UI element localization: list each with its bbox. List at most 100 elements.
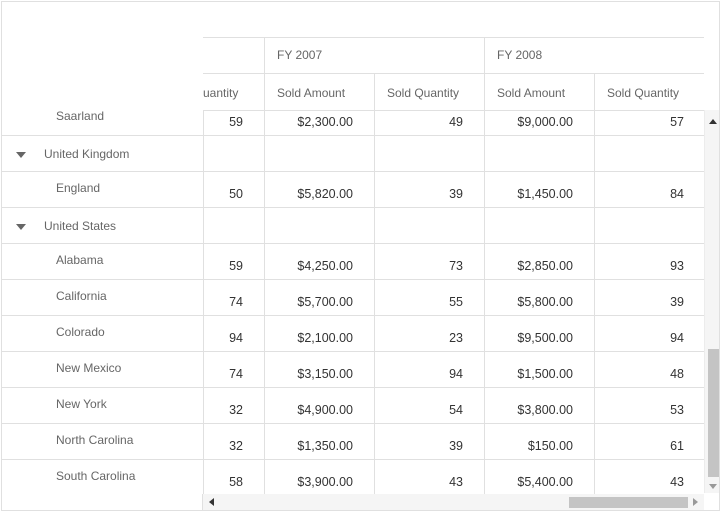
value-cell[interactable]: 43 — [670, 475, 684, 489]
column-header-fy2006-cell — [203, 38, 265, 74]
value-cell[interactable]: 50 — [203, 172, 265, 207]
row-label: North Carolina — [56, 433, 134, 447]
table-row: 59 $2,300.00 49 $9,000.00 57 — [203, 110, 704, 136]
table-row: 74 $3,150.00 94 $1,500.00 48 — [203, 352, 704, 388]
measure-header-quantity-partial[interactable]: uantity — [203, 74, 265, 110]
row-member[interactable]: New York — [2, 388, 203, 424]
scroll-down-arrow-icon[interactable] — [709, 484, 717, 489]
row-label: United States — [44, 219, 117, 233]
horizontal-scroll-thumb[interactable] — [569, 497, 688, 508]
value-cell[interactable] — [595, 208, 704, 243]
value-cell[interactable]: $3,800.00 — [485, 388, 595, 423]
value-cell[interactable]: 39 — [670, 295, 684, 309]
row-group-header[interactable]: United Kingdom — [2, 136, 203, 172]
horizontal-scrollbar[interactable] — [203, 494, 704, 510]
footer-spacer — [2, 494, 203, 510]
vertical-scroll-thumb[interactable] — [708, 349, 719, 477]
value-cell[interactable] — [375, 208, 485, 243]
value-cell[interactable]: 84 — [670, 187, 684, 201]
value-cell[interactable] — [485, 136, 595, 171]
row-label: United Kingdom — [44, 147, 130, 161]
value-cell[interactable] — [265, 136, 375, 171]
value-cell[interactable]: 53 — [670, 403, 684, 417]
value-cell[interactable] — [375, 136, 485, 171]
value-cell[interactable]: $5,800.00 — [485, 280, 595, 315]
value-cell[interactable] — [485, 208, 595, 243]
value-cell[interactable]: $2,300.00 — [265, 110, 375, 135]
value-cell[interactable]: 94 — [375, 352, 485, 387]
value-cell[interactable]: $3,150.00 — [265, 352, 375, 387]
value-cell[interactable]: 57 — [670, 115, 684, 129]
row-label: Alabama — [56, 253, 104, 267]
row-member[interactable]: New Mexico — [2, 352, 203, 388]
value-cell[interactable]: $150.00 — [485, 424, 595, 459]
caret-down-icon[interactable] — [16, 224, 26, 230]
value-cell[interactable]: 39 — [375, 172, 485, 207]
value-cell[interactable]: $5,700.00 — [265, 280, 375, 315]
value-cell[interactable]: $4,900.00 — [265, 388, 375, 423]
row-member[interactable]: South Carolina — [2, 460, 203, 494]
column-header-fy2007[interactable]: FY 2007 — [265, 38, 485, 74]
vertical-scrollbar[interactable] — [704, 110, 719, 493]
scroll-left-arrow-icon[interactable] — [209, 498, 214, 506]
value-cell[interactable]: 55 — [375, 280, 485, 315]
measure-header-sold-amount[interactable]: Sold Amount — [485, 74, 595, 110]
value-cell[interactable]: 94 — [670, 331, 684, 345]
column-header-top-row — [203, 2, 704, 38]
value-cell[interactable]: $9,000.00 — [485, 110, 595, 135]
table-row: 58 $3,900.00 43 $5,400.00 43 — [203, 460, 704, 494]
row-member[interactable]: California — [2, 280, 203, 316]
value-cell[interactable]: 43 — [375, 460, 485, 494]
row-member[interactable]: Colorado — [2, 316, 203, 352]
row-group-header[interactable]: United States — [2, 208, 203, 244]
values-area: 59 $2,300.00 49 $9,000.00 57 50 $5,820.00 39 $1,… — [203, 110, 704, 494]
value-cell[interactable]: $2,100.00 — [265, 316, 375, 351]
value-cell[interactable] — [203, 136, 265, 171]
column-header-fy2008[interactable]: FY 2008 — [485, 38, 704, 74]
value-cell[interactable] — [265, 208, 375, 243]
value-cell[interactable]: $1,450.00 — [485, 172, 595, 207]
value-cell[interactable]: 48 — [670, 367, 684, 381]
row-member[interactable]: England — [2, 172, 203, 208]
table-row — [203, 136, 704, 172]
value-cell[interactable]: 94 — [203, 316, 265, 351]
scroll-right-arrow-icon[interactable] — [693, 498, 698, 506]
table-row: 74 $5,700.00 55 $5,800.00 39 — [203, 280, 704, 316]
value-cell[interactable]: $5,820.00 — [265, 172, 375, 207]
value-cell[interactable]: 74 — [203, 352, 265, 387]
value-cell[interactable]: $3,900.00 — [265, 460, 375, 494]
value-cell[interactable]: 93 — [670, 259, 684, 273]
measure-header-sold-amount[interactable]: Sold Amount — [265, 74, 375, 110]
caret-down-icon[interactable] — [16, 152, 26, 158]
table-row: 32 $4,900.00 54 $3,800.00 53 — [203, 388, 704, 424]
value-cell[interactable]: 32 — [203, 424, 265, 459]
value-cell[interactable]: $5,400.00 — [485, 460, 595, 494]
value-cell[interactable]: 58 — [203, 460, 265, 494]
value-cell[interactable]: 59 — [203, 110, 265, 135]
value-cell[interactable] — [595, 136, 704, 171]
scroll-up-arrow-icon[interactable] — [709, 119, 717, 124]
value-cell[interactable]: 49 — [375, 110, 485, 135]
row-header-corner — [2, 2, 204, 111]
measure-header-sold-quantity[interactable]: Sold Quantity — [375, 74, 485, 110]
row-member[interactable]: North Carolina — [2, 424, 203, 460]
value-cell[interactable]: 23 — [375, 316, 485, 351]
value-cell[interactable]: 59 — [203, 244, 265, 279]
table-row: 94 $2,100.00 23 $9,500.00 94 — [203, 316, 704, 352]
value-cell[interactable]: 39 — [375, 424, 485, 459]
value-cell[interactable]: $4,250.00 — [265, 244, 375, 279]
value-cell[interactable]: 73 — [375, 244, 485, 279]
value-cell[interactable]: $9,500.00 — [485, 316, 595, 351]
value-cell[interactable]: $1,350.00 — [265, 424, 375, 459]
row-member[interactable]: Saarland — [2, 110, 203, 136]
row-member[interactable]: Alabama — [2, 244, 203, 280]
value-cell[interactable]: $1,500.00 — [485, 352, 595, 387]
value-cell[interactable]: 61 — [670, 439, 684, 453]
row-label: Colorado — [56, 325, 105, 339]
value-cell[interactable] — [203, 208, 265, 243]
value-cell[interactable]: 74 — [203, 280, 265, 315]
value-cell[interactable]: 54 — [375, 388, 485, 423]
measure-header-sold-quantity[interactable]: Sold Quantity — [607, 86, 680, 100]
value-cell[interactable]: $2,850.00 — [485, 244, 595, 279]
value-cell[interactable]: 32 — [203, 388, 265, 423]
